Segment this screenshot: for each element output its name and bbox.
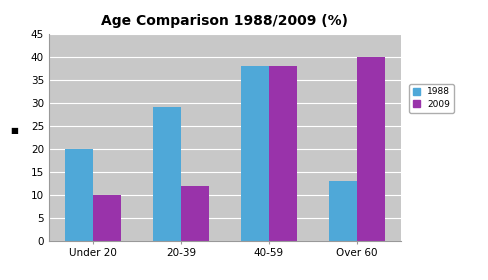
Legend: 1988, 2009: 1988, 2009 — [408, 84, 453, 113]
Bar — [153, 107, 181, 241]
Bar — [181, 186, 209, 241]
Bar — [268, 66, 296, 241]
Title: Age Comparison 1988/2009 (%): Age Comparison 1988/2009 (%) — [101, 14, 348, 28]
Bar — [356, 57, 384, 241]
Bar — [65, 149, 93, 241]
Bar — [93, 195, 121, 241]
Text: ■: ■ — [10, 126, 18, 135]
Bar — [240, 66, 268, 241]
Bar — [328, 181, 356, 241]
